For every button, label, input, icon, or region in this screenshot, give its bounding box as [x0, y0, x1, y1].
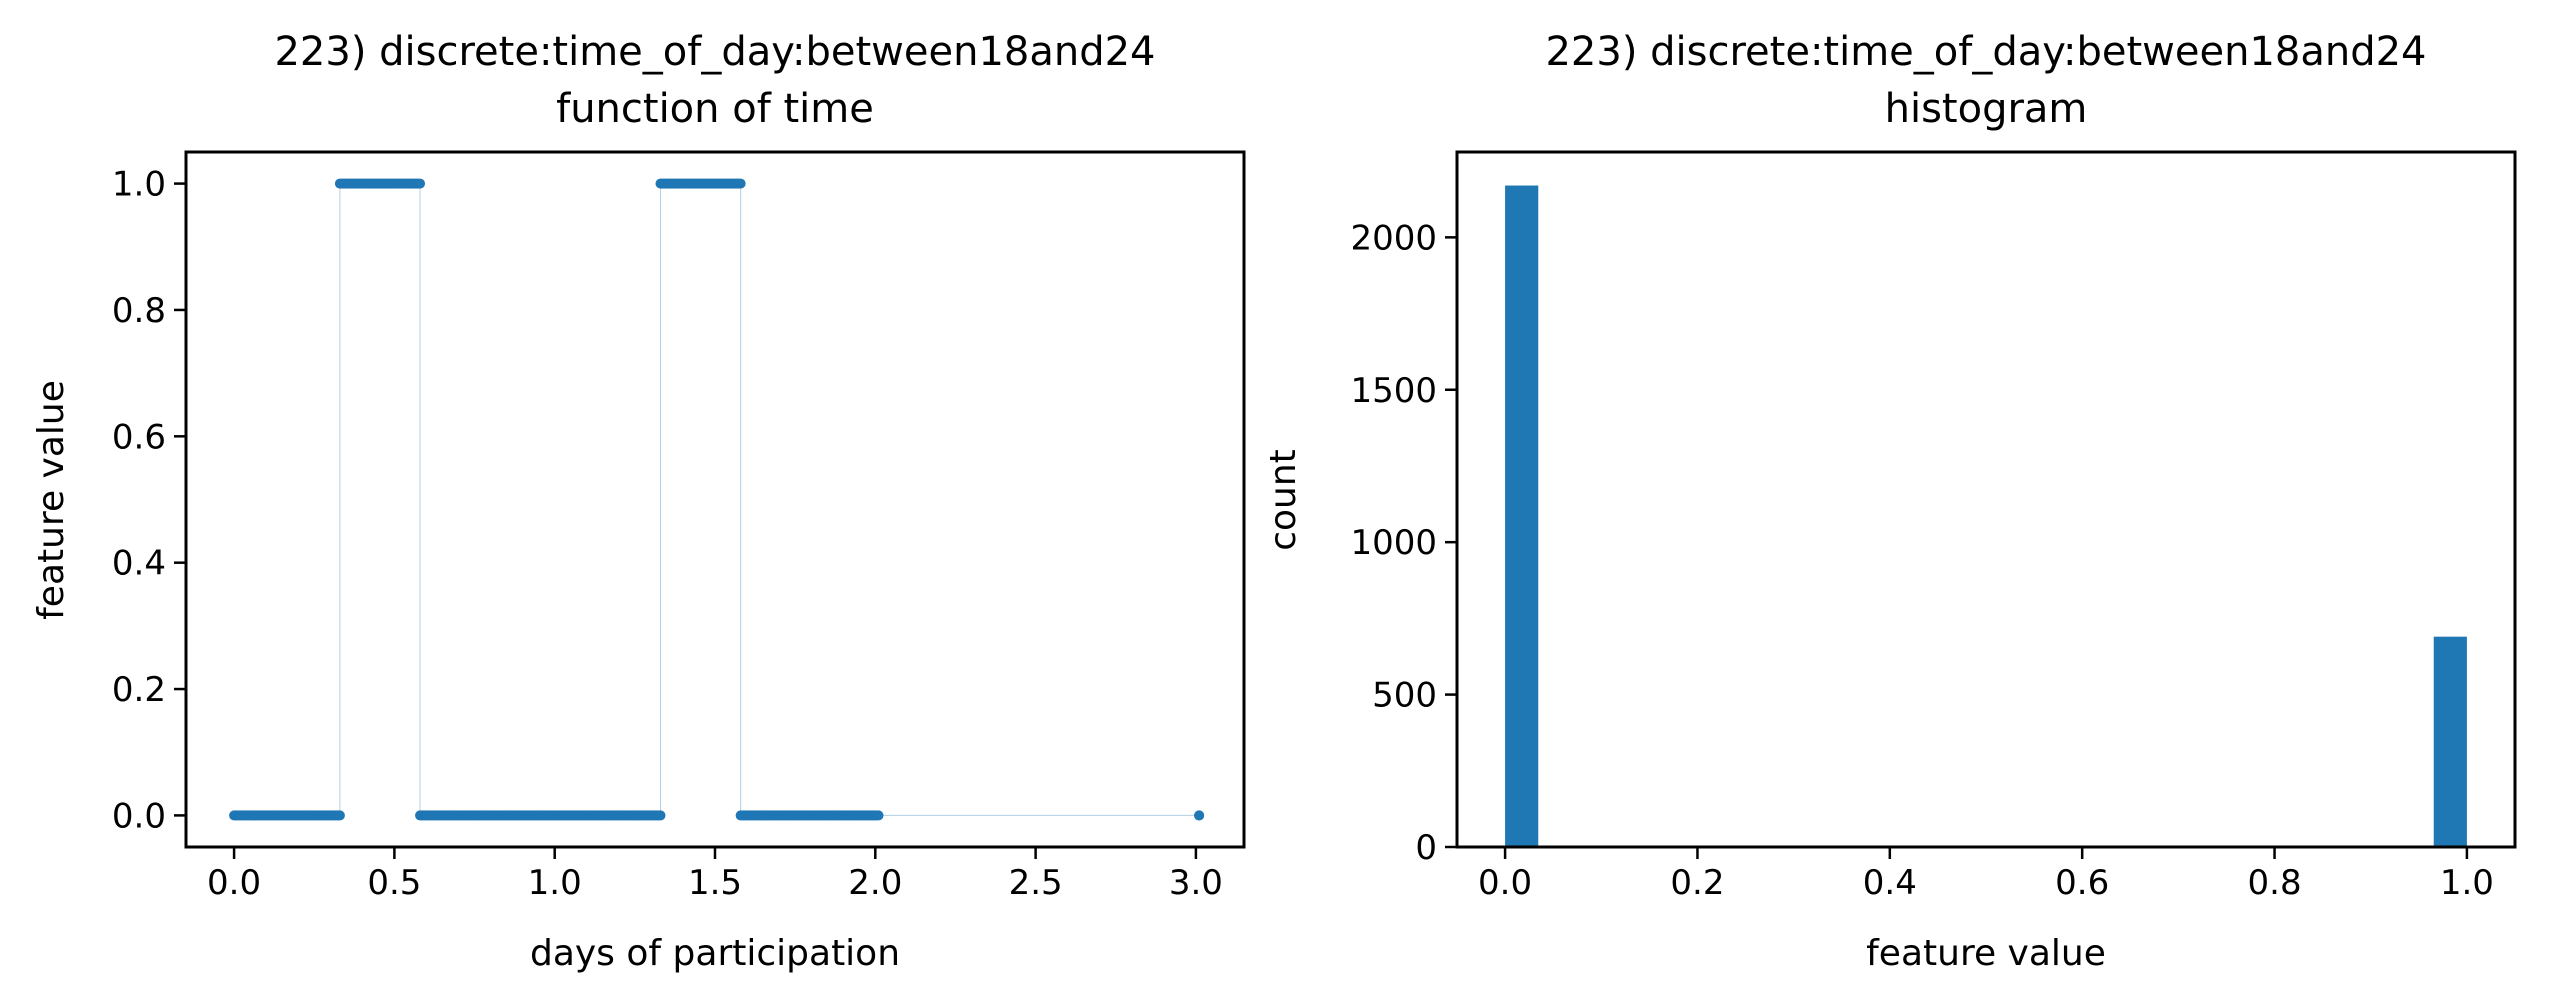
x-axis-ticks: 0.0 0.5 1.0 1.5 2.0 2.5 3.0: [207, 847, 1223, 903]
chart-title-line2: function of time: [556, 86, 874, 132]
y-axis-label: count: [1263, 449, 1304, 551]
y-axis-ticks: 0 500 1000 1500 2000: [1350, 218, 1457, 868]
y-tick-label: 1500: [1350, 371, 1437, 411]
histogram-bars: [1505, 185, 2467, 847]
x-tick-label: 0.8: [2248, 863, 2302, 903]
x-axis-label: days of participation: [530, 933, 900, 974]
data-point: [1194, 810, 1205, 821]
x-tick-label: 1.0: [2440, 863, 2494, 903]
data-point: [873, 810, 884, 821]
x-tick-label: 0.6: [2055, 863, 2109, 903]
chart-title-line1: 223) discrete:time_of_day:between18and24: [274, 29, 1155, 75]
plot-frame: [1455, 150, 2517, 849]
y-tick-label: 0.6: [112, 417, 166, 457]
y-axis-label: feature value: [31, 380, 72, 620]
y-tick-label: 0: [1415, 828, 1437, 868]
x-tick-label: 0.4: [1863, 863, 1917, 903]
x-tick-label: 1.5: [688, 863, 742, 903]
y-tick-label: 0.4: [112, 544, 166, 584]
x-tick-label: 1.0: [528, 863, 582, 903]
histogram-bar: [1505, 185, 1539, 847]
x-axis-label: feature value: [1866, 933, 2106, 974]
x-tick-label: 0.0: [1478, 863, 1532, 903]
x-tick-label: 0.2: [1670, 863, 1724, 903]
x-axis-ticks: 0.0 0.2 0.4 0.6 0.8 1.0: [1478, 847, 2494, 903]
data-point: [334, 810, 345, 821]
y-tick-label: 500: [1372, 676, 1437, 716]
y-tick-label: 0.8: [112, 291, 166, 331]
plot-frame: [184, 150, 1246, 849]
data-point: [655, 810, 666, 821]
y-tick-label: 1000: [1350, 523, 1437, 563]
x-tick-label: 3.0: [1169, 863, 1223, 903]
x-tick-label: 2.0: [848, 863, 902, 903]
histogram-bar: [2433, 636, 2467, 847]
histogram-chart: 223) discrete:time_of_day:between18and24…: [1263, 29, 2517, 974]
data-point: [735, 178, 746, 189]
x-tick-label: 0.5: [367, 863, 421, 903]
y-tick-label: 1.0: [112, 165, 166, 205]
x-tick-label: 0.0: [207, 863, 261, 903]
time-series-marks: [229, 178, 1205, 821]
x-tick-label: 2.5: [1009, 863, 1063, 903]
y-axis-ticks: 0.0 0.2 0.4 0.6 0.8 1.0: [112, 165, 186, 836]
y-tick-label: 2000: [1350, 218, 1437, 258]
y-tick-label: 0.2: [112, 670, 166, 710]
y-tick-label: 0.0: [112, 796, 166, 836]
chart-title-line1: 223) discrete:time_of_day:between18and24: [1545, 29, 2426, 75]
chart-title-line2: histogram: [1885, 86, 2088, 132]
data-point: [415, 178, 426, 189]
time-series-chart: 223) discrete:time_of_day:between18and24…: [31, 29, 1246, 974]
